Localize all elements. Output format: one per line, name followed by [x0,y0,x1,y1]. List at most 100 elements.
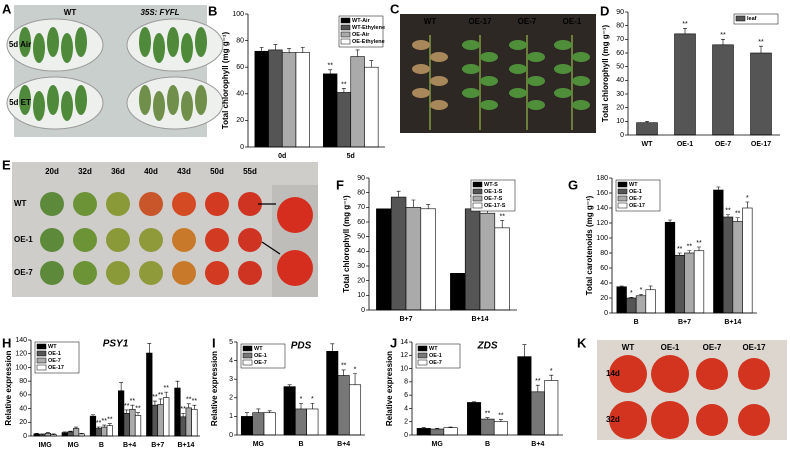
x-tick-label: B+4 [337,441,350,448]
y-tick-label: 40 [236,91,244,98]
tomato [73,192,97,216]
legend-label: OE-7 [429,360,442,366]
tomato [696,404,728,436]
y-tick-label: 60 [616,50,624,57]
x-tick-label: B+7 [678,319,691,326]
leaf [462,64,480,74]
legend-swatch [735,15,746,22]
significance-label: ** [735,211,741,218]
leaf [572,76,590,86]
bar [364,66,379,148]
y-tick-label: 70 [616,36,624,43]
bar [722,216,734,314]
leaf [430,100,448,110]
photo-label: OE-7 [703,343,722,352]
photo-label: OE-7 [518,17,537,26]
y-tick-label: 20 [600,295,608,302]
legend-swatch [472,202,483,209]
legend-swatch [617,181,628,188]
axes [247,14,385,148]
panel-letter: I [212,335,216,350]
significance-label: ** [720,32,726,39]
y-axis-label: Total chlorophyll (mg g⁻¹) [221,31,230,129]
error-bar [79,432,84,434]
x-tick-label: 5d [347,153,355,160]
leaf [509,88,527,98]
y-tick-label: 30 [616,91,624,98]
y-axis-label: Total chlorophyll (mg g⁻¹) [601,24,610,122]
photo-label: 43d [177,167,191,176]
bar [254,50,269,148]
leaf [139,85,151,115]
error-bar [668,219,672,223]
y-tick-label: 20 [616,105,624,112]
bar [67,431,74,437]
y-tick-label: 140 [15,337,27,344]
y-axis-label: Total chlorophyll (mg g⁻¹) [342,195,351,293]
bar [479,212,496,311]
x-tick-label: IMG [38,442,52,449]
error-bar [435,428,440,430]
y-tick-label: 80 [616,23,624,30]
y-tick-label: 50 [357,234,365,241]
legend-swatch [340,24,351,31]
significance-label: ** [186,397,192,404]
bar [72,428,80,437]
panel-letter: D [600,3,609,18]
bar [626,297,637,314]
error-bar [51,433,56,435]
leaf [19,85,31,115]
legend-label: OE-7-S [484,196,503,202]
bar [326,350,339,436]
bar [123,413,130,437]
y-tick-label: 20 [236,117,244,124]
error-bar [124,409,129,414]
error-bar [175,380,180,388]
tomato [172,192,196,216]
y-tick-label: 10 [400,365,408,372]
significance-label: ** [725,208,731,215]
error-bar [683,28,687,34]
significance-label: ** [677,246,683,253]
leaf [554,88,572,98]
legend-label: WT [629,182,638,188]
row-label: WT [14,199,27,208]
leaf [430,76,448,86]
error-bar [96,426,101,429]
panel-letter: E [2,157,11,172]
chart-title: PSY1 [103,339,129,350]
tomato [139,228,163,252]
y-tick-label: 4 [404,405,408,412]
legend-swatch [36,357,47,364]
panel-letter: G [568,177,578,192]
legend-label: OE-Air [352,32,370,38]
bar [712,44,734,136]
bar [95,428,102,437]
y-tick-label: 140 [596,205,608,212]
bar [44,432,52,437]
error-bar [164,391,169,398]
error-bar [716,186,721,190]
row-label: 5d Air [9,40,31,49]
x-tick-label: MG [432,441,444,448]
y-tick-label: 0 [604,310,608,317]
bar [450,273,466,311]
x-tick-label: B [485,441,490,448]
bar [420,208,436,311]
significance-label: ** [758,39,764,46]
y-tick-label: 10 [616,118,624,125]
photo-label: 40d [144,167,158,176]
photo-label: WT [424,17,437,26]
y-tick-label: 0 [240,144,244,151]
leaf [47,85,59,115]
bar [544,380,559,436]
error-bar [396,190,401,198]
bar [336,92,352,148]
significance-label: ** [130,398,136,405]
error-bar [726,214,730,217]
error-bar [619,285,624,287]
leaf [61,91,73,121]
error-bar [90,414,95,417]
bar [664,221,676,314]
bar [252,412,265,436]
